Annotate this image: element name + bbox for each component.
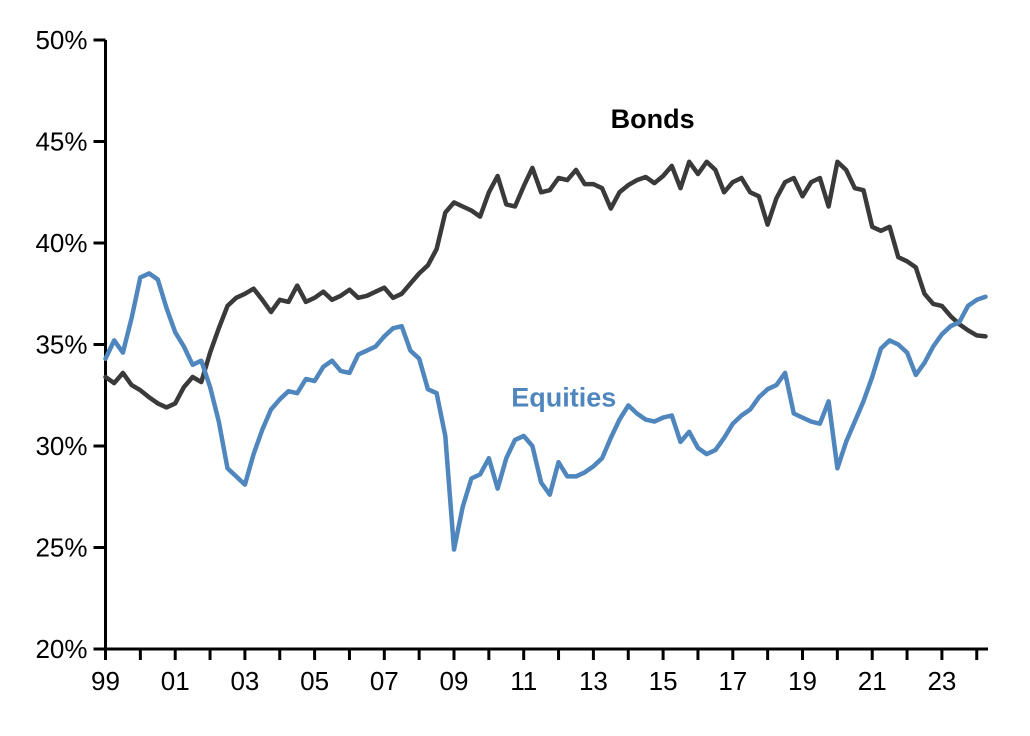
- bonds-label: Bonds: [611, 104, 695, 134]
- y-tick-label-30: 30%: [35, 431, 87, 461]
- y-tick-label-35: 35%: [35, 330, 87, 360]
- x-tick-label-21: 21: [858, 666, 887, 696]
- x-tick-label-07: 07: [370, 666, 399, 696]
- x-tick-label-23: 23: [927, 666, 956, 696]
- x-tick-label-15: 15: [649, 666, 678, 696]
- x-tick-label-01: 01: [161, 666, 190, 696]
- x-tick-label-03: 03: [230, 666, 259, 696]
- x-tick-label-05: 05: [300, 666, 329, 696]
- y-tick-label-20: 20%: [35, 634, 87, 664]
- x-tick-label-09: 09: [440, 666, 469, 696]
- x-tick-label-99: 99: [91, 666, 120, 696]
- x-tick-label-11: 11: [510, 666, 537, 696]
- x-tick-label-19: 19: [788, 666, 817, 696]
- y-tick-label-45: 45%: [35, 127, 87, 157]
- equities-label: Equities: [511, 382, 616, 412]
- x-tick-label-17: 17: [718, 666, 747, 696]
- equities-line: [103, 271, 988, 552]
- x-tick-label-13: 13: [579, 666, 608, 696]
- y-tick-label-25: 25%: [35, 533, 87, 563]
- bonds-line: [103, 159, 988, 410]
- y-tick-label-50: 50%: [35, 25, 87, 55]
- y-tick-label-40: 40%: [35, 228, 87, 258]
